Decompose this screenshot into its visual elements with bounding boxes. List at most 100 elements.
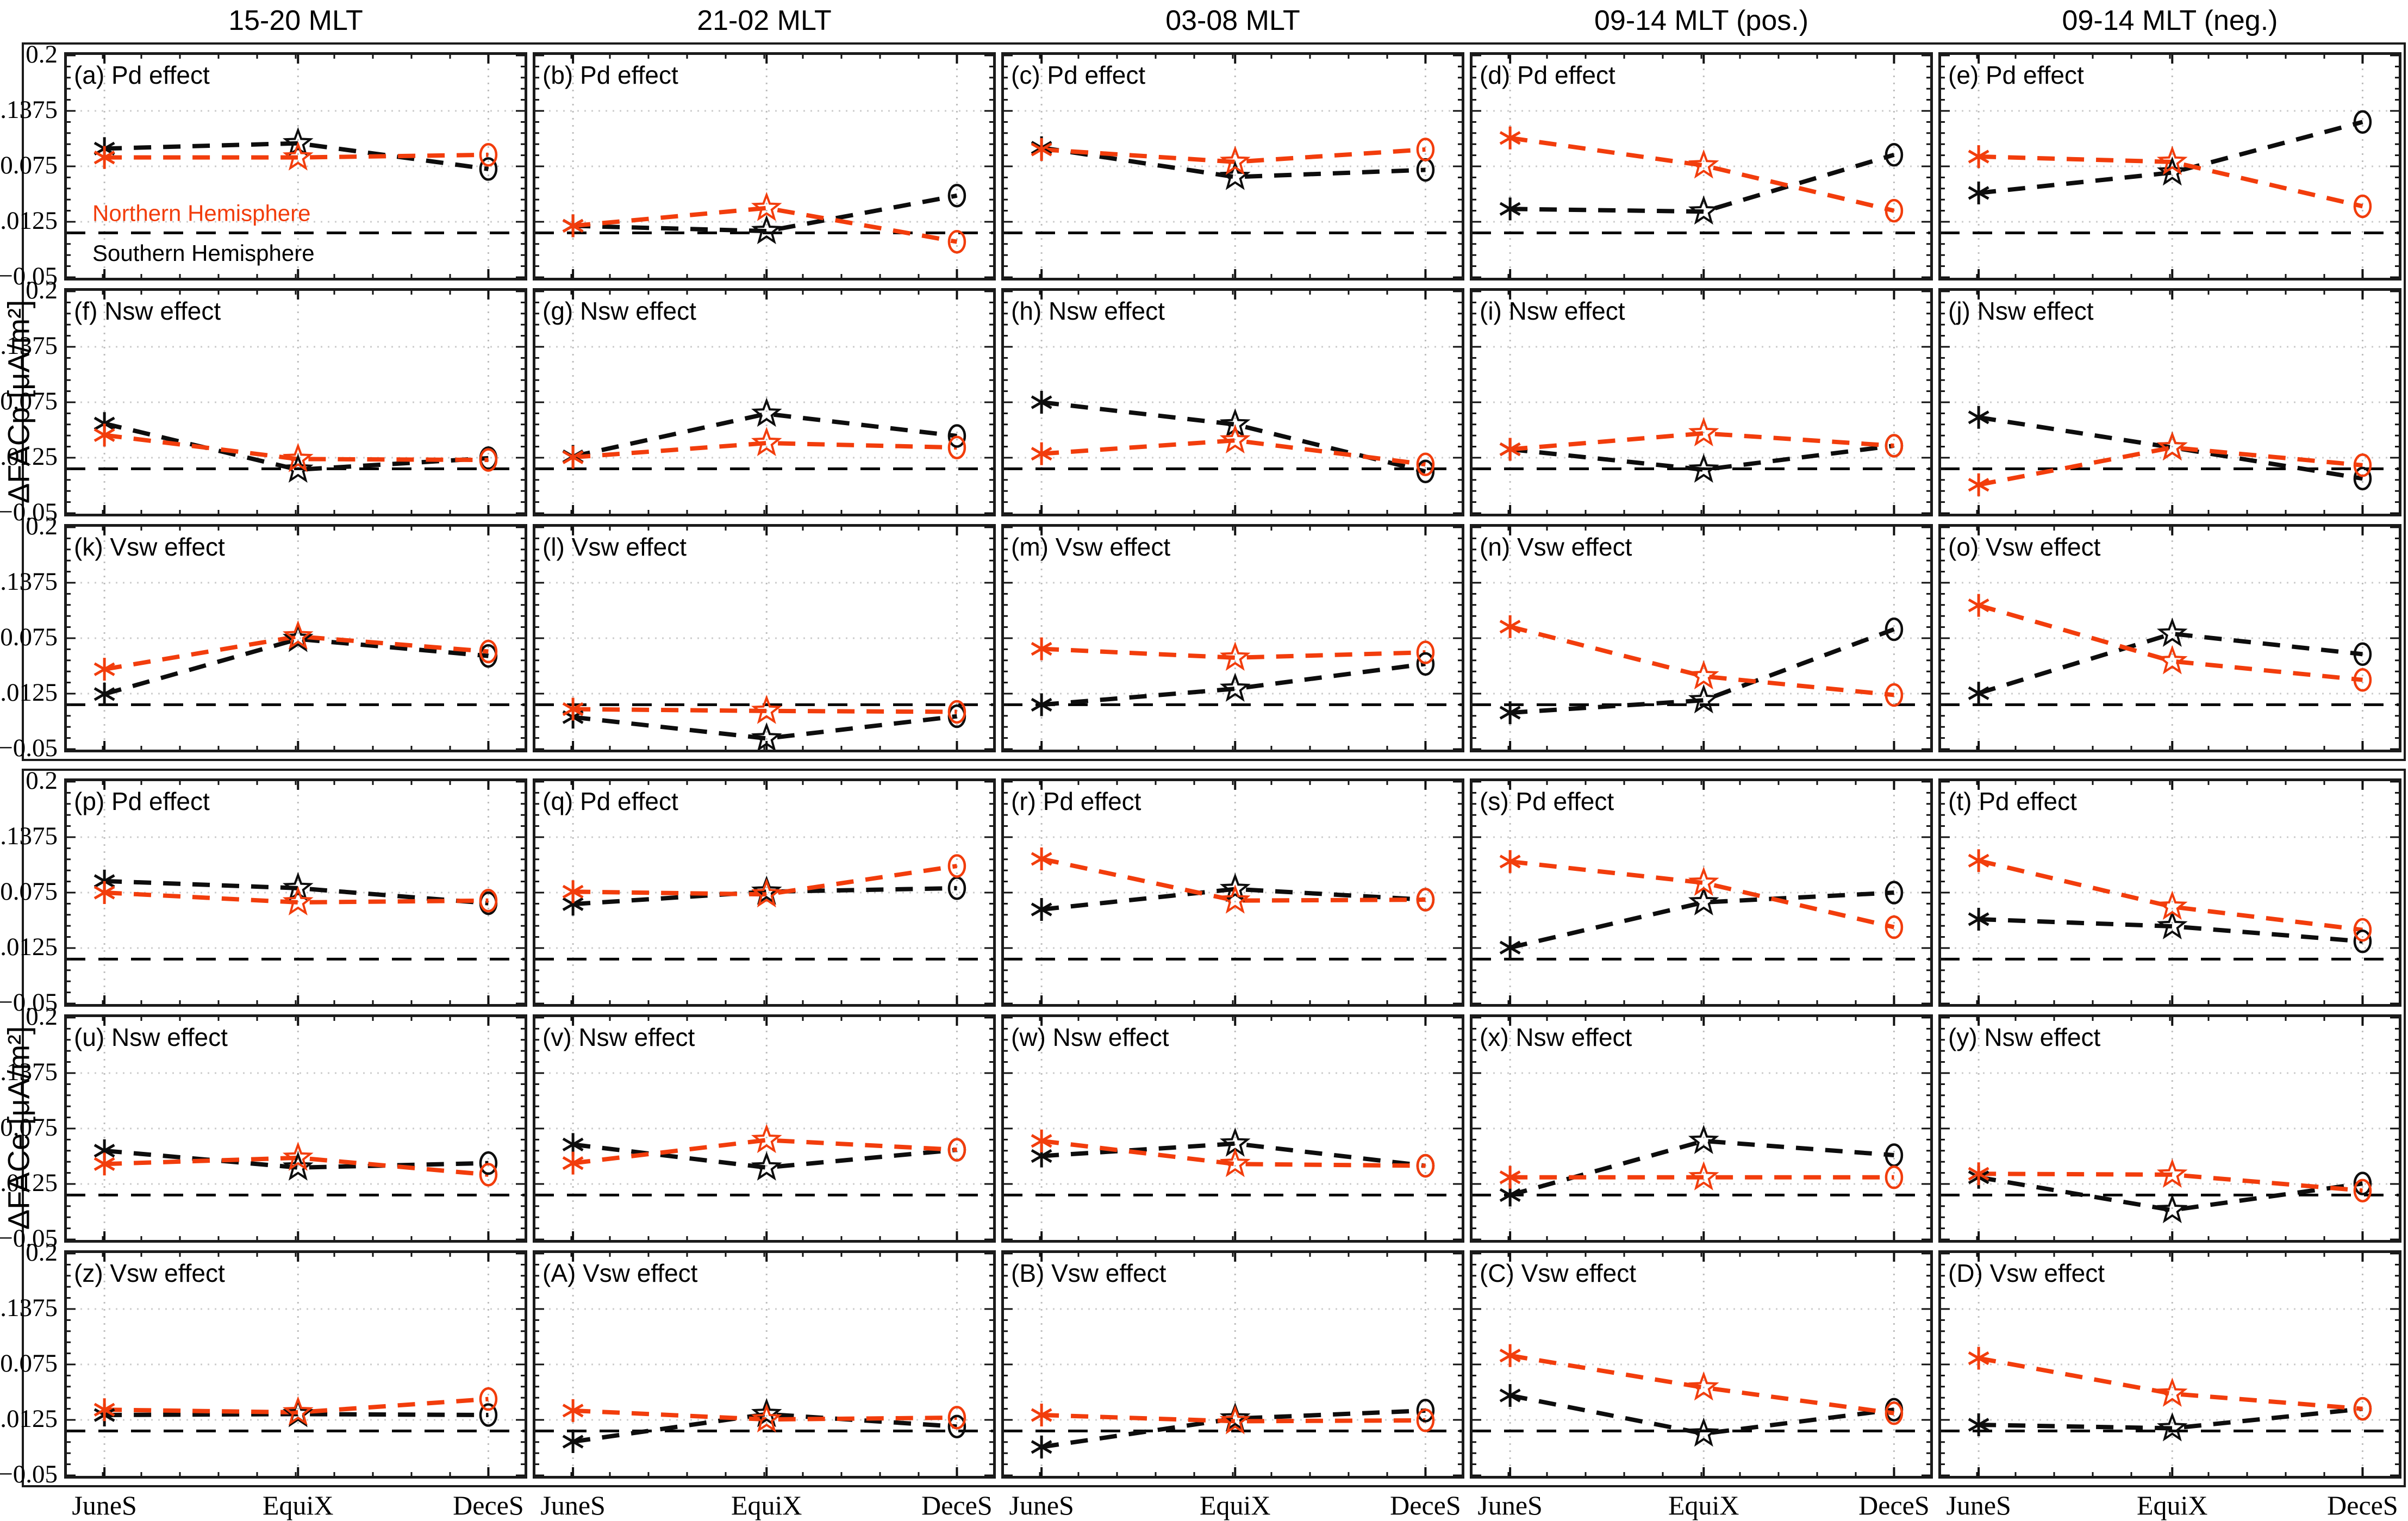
star-marker xyxy=(751,1403,782,1433)
circle-marker xyxy=(479,1151,498,1175)
circle-marker xyxy=(2353,1179,2372,1202)
star-marker xyxy=(1219,1148,1251,1177)
panel-border xyxy=(533,1250,996,1479)
panel-u-plot: (u) Nsw effect xyxy=(64,1014,527,1243)
circle-marker xyxy=(2353,466,2372,491)
south-series-line xyxy=(1978,917,2363,944)
asterisk-marker xyxy=(93,1402,115,1417)
panel-border xyxy=(533,288,996,516)
panel-w: (w) Nsw effect xyxy=(1001,1014,1464,1243)
circle-marker xyxy=(1885,198,1904,223)
panel-label-y: (y) Nsw effect xyxy=(1948,1023,2101,1051)
south-series-line xyxy=(572,1412,957,1444)
south-series-line xyxy=(104,421,489,472)
asterisk-marker xyxy=(93,662,115,676)
circle-marker xyxy=(947,424,966,448)
panel-c: (c) Pd effect xyxy=(1001,52,1464,280)
star-marker xyxy=(282,1396,314,1426)
north-series-line xyxy=(1509,431,1894,452)
north-series-line xyxy=(1041,1138,1426,1168)
asterisk-marker xyxy=(1968,598,1989,613)
circle-marker xyxy=(1416,452,1435,476)
panel-C: (C) Vsw effect xyxy=(1470,1250,1933,1479)
star-marker xyxy=(751,1124,782,1154)
x-tick-label-equix: EquiX xyxy=(2136,1490,2208,1520)
star-marker xyxy=(1688,886,1719,916)
star-marker xyxy=(1688,1124,1719,1154)
panel-z: (z) Vsw effect xyxy=(64,1250,527,1479)
panel-e-plot: (e) Pd effect xyxy=(1938,52,2401,280)
y-tick-label: 0.1375 xyxy=(0,1058,58,1086)
panel-w-plot: (w) Nsw effect xyxy=(1001,1014,1464,1243)
panel-t-plot: (t) Pd effect xyxy=(1938,778,2401,1007)
panel-border xyxy=(1470,524,1933,752)
circle-marker xyxy=(1416,138,1435,161)
star-marker xyxy=(1219,408,1251,438)
circle-marker xyxy=(479,888,498,913)
star-marker xyxy=(2156,1194,2188,1224)
panel-border xyxy=(1001,778,1464,1007)
column-title-4: 09-14 MLT (neg.) xyxy=(2062,5,2278,36)
panel-label-p: (p) Pd effect xyxy=(74,787,210,815)
panel-label-B: (B) Vsw effect xyxy=(1011,1259,1166,1287)
y-tick-label: 0.0125 xyxy=(0,207,58,235)
panel-v: (v) Nsw effect xyxy=(533,1014,996,1243)
panel-A-plot: (A) Vsw effect xyxy=(533,1250,996,1479)
panel-border xyxy=(1470,52,1933,280)
asterisk-marker xyxy=(1968,912,1989,926)
south-series-line xyxy=(104,1412,489,1418)
south-series-line xyxy=(1041,1408,1426,1449)
panel-border xyxy=(64,778,527,1007)
asterisk-marker xyxy=(1031,446,1052,461)
circle-marker xyxy=(479,1387,498,1411)
y-tick-label: 0.0125 xyxy=(0,933,58,961)
circle-marker xyxy=(1416,459,1435,484)
asterisk-marker xyxy=(1499,442,1521,457)
panel-s: (s) Pd effect xyxy=(1470,778,1933,1007)
star-marker xyxy=(2156,1158,2188,1188)
star-marker xyxy=(282,620,314,650)
panel-f-plot: (f) Nsw effect xyxy=(64,288,527,516)
star-marker xyxy=(1219,872,1251,902)
x-tick-label-deces: DeceS xyxy=(2327,1490,2398,1520)
panel-label-j: (j) Nsw effect xyxy=(1948,297,2094,325)
panel-label-D: (D) Vsw effect xyxy=(1948,1259,2105,1287)
asterisk-marker xyxy=(93,151,115,165)
panel-d: (d) Pd effect xyxy=(1470,52,1933,280)
north-series-line xyxy=(1041,438,1426,467)
panel-c-plot: (c) Pd effect xyxy=(1001,52,1464,280)
y-tick-label: 0.075 xyxy=(0,1113,58,1142)
y-tick-label: −0.05 xyxy=(0,988,58,1017)
panel-border xyxy=(533,52,996,280)
star-marker xyxy=(1219,146,1251,175)
x-tick-label-junes: JuneS xyxy=(540,1490,606,1520)
panel-label-i: (i) Nsw effect xyxy=(1480,297,1625,325)
star-marker xyxy=(1219,1405,1251,1435)
star-marker xyxy=(751,215,782,245)
circle-marker xyxy=(479,157,498,181)
y-tick-label: 0.1375 xyxy=(0,1294,58,1322)
circle-marker xyxy=(1416,888,1435,912)
panel-o-plot: (o) Vsw effect xyxy=(1938,524,2401,752)
panel-label-v: (v) Nsw effect xyxy=(542,1023,695,1051)
star-marker xyxy=(282,127,314,157)
x-tick-label-deces: DeceS xyxy=(1390,1490,1461,1520)
panel-border xyxy=(1938,1250,2401,1479)
panel-border xyxy=(1001,1250,1464,1479)
circle-marker xyxy=(1416,652,1435,676)
star-marker xyxy=(282,1142,314,1171)
south-series-line xyxy=(1509,627,1895,715)
panel-n: (n) Vsw effect xyxy=(1470,524,1933,752)
y-tick-label: −0.05 xyxy=(0,734,58,762)
asterisk-marker xyxy=(1499,1388,1521,1402)
asterisk-marker xyxy=(93,687,115,701)
panel-border xyxy=(1001,288,1464,516)
asterisk-marker xyxy=(93,1157,115,1171)
panel-border xyxy=(1938,778,2401,1007)
north-series-line xyxy=(572,1408,957,1422)
star-marker xyxy=(1219,1402,1251,1432)
panel-label-A: (A) Vsw effect xyxy=(542,1259,698,1287)
star-marker xyxy=(751,695,782,724)
south-series-line xyxy=(1509,1393,1894,1436)
star-marker xyxy=(282,1151,314,1181)
